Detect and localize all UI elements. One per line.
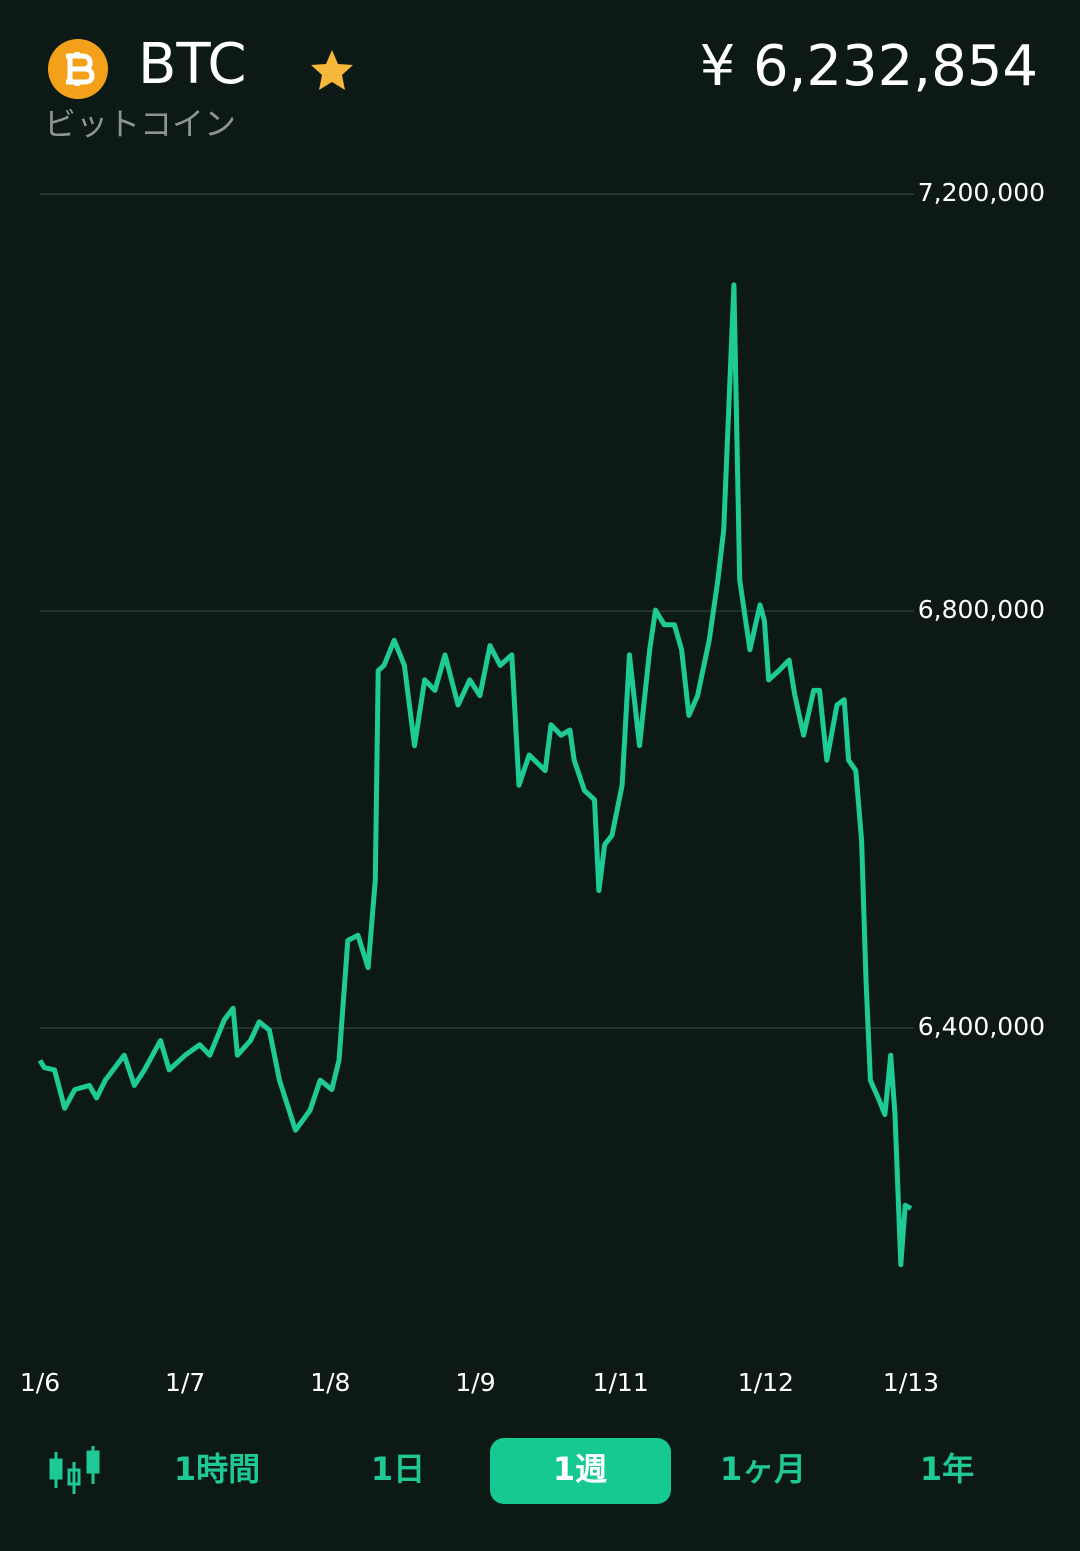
x-tick-label: 1/8 xyxy=(310,1368,350,1397)
x-tick-label: 1/6 xyxy=(20,1368,60,1397)
tab[interactable]: 1年 xyxy=(920,1450,974,1488)
x-tick-label: 1/11 xyxy=(593,1368,649,1397)
tab[interactable]: 1ヶ月 xyxy=(720,1450,806,1488)
chart-type-icon[interactable] xyxy=(49,1446,100,1494)
coin-name: ビットコイン xyxy=(44,105,236,143)
y-tick-label: 7,200,000 xyxy=(918,178,1045,207)
x-tick-label: 1/9 xyxy=(455,1368,495,1397)
price: ¥ 6,232,854 xyxy=(700,34,1038,99)
tab[interactable]: 1週 xyxy=(553,1450,607,1488)
tab[interactable]: 1時間 xyxy=(174,1450,260,1488)
favorite-star[interactable] xyxy=(311,50,353,90)
coin-symbol: BTC xyxy=(138,32,246,97)
x-tick-label: 1/13 xyxy=(883,1368,939,1397)
y-tick-label: 6,400,000 xyxy=(918,1012,1045,1041)
coin-icon xyxy=(48,39,108,99)
price-line xyxy=(37,282,913,1268)
tab[interactable]: 1日 xyxy=(371,1450,425,1488)
x-tick-label: 1/12 xyxy=(738,1368,794,1397)
x-tick-label: 1/7 xyxy=(165,1368,205,1397)
tab-selected-bg[interactable] xyxy=(490,1438,671,1504)
y-tick-label: 6,800,000 xyxy=(918,595,1045,624)
